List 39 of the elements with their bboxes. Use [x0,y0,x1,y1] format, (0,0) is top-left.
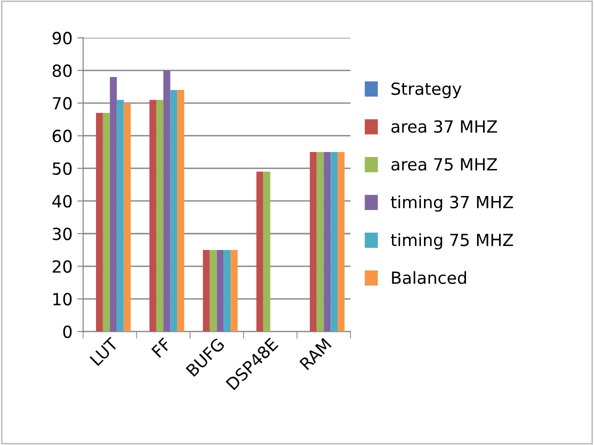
y-tick-label: 90 [52,32,72,44]
bar [102,112,110,332]
bar [330,152,338,332]
legend-label: timing 75 MHZ [390,233,514,250]
bar [310,152,317,332]
y-tick-label: 20 [52,260,72,273]
legend-label: Strategy [392,82,462,98]
bar [177,90,184,332]
bar [163,70,170,332]
bar [202,250,210,332]
legend-label: Balanced [392,271,466,284]
legend-label: timing 37 MHZ [390,196,514,212]
y-tick-label: 60 [52,130,72,142]
bar [316,152,324,332]
y-tick-label: 10 [53,292,72,306]
y-tick-label: 50 [52,162,72,175]
bar [156,100,164,332]
y-tick-label: 0 [63,325,72,338]
bar [224,250,231,332]
bar [116,100,124,332]
legend-label: area 75 MHZ [391,158,498,171]
legend-label: area 37 MHZ [391,120,498,133]
x-tick-label: FF [151,337,172,358]
bar [124,103,131,332]
bar [216,250,224,332]
bar [210,250,217,332]
bar [96,112,103,332]
y-tick-label: 70 [52,97,72,110]
bar [230,250,238,332]
y-tick-label: 40 [52,194,72,208]
y-tick-label: 30 [52,228,72,240]
bar [170,90,178,332]
bar [110,76,117,332]
bar [263,172,270,332]
bar [324,152,331,332]
bar [149,100,156,332]
bar [256,172,264,332]
y-tick-label: 80 [52,64,72,78]
bar [338,152,345,332]
